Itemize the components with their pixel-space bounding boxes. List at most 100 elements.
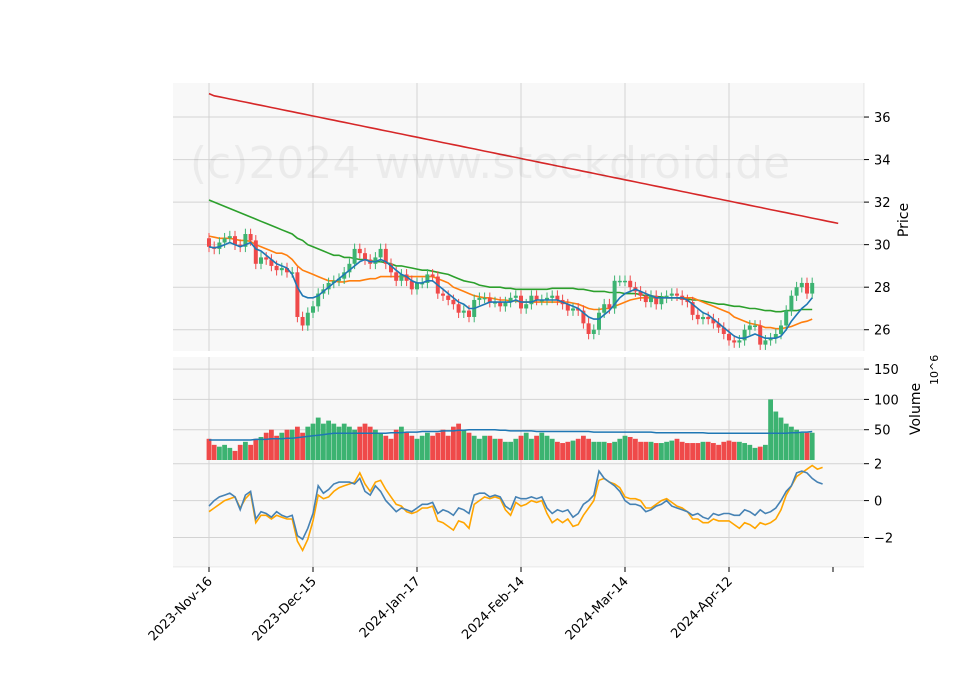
x-tick-label: 2024-Apr-12: [668, 574, 735, 641]
volume-bar: [326, 420, 331, 460]
candle: [758, 325, 763, 345]
volume-bar: [737, 441, 742, 460]
volume-bar: [778, 417, 784, 460]
y-tick-label: 26: [874, 324, 891, 339]
volume-bar: [752, 447, 758, 460]
volume-bar: [419, 435, 425, 460]
candle: [373, 257, 378, 264]
volume-bar: [622, 435, 628, 460]
candle: [451, 299, 456, 305]
volume-bar: [679, 441, 685, 460]
candle: [659, 297, 664, 305]
volume-bar: [534, 435, 539, 460]
candle: [409, 280, 414, 290]
candle: [753, 325, 757, 327]
candle: [586, 323, 591, 334]
candle: [695, 314, 700, 320]
volume-panel: 50 100 150 Volume 10^6: [173, 355, 941, 460]
candle: [508, 297, 513, 303]
candle: [727, 333, 731, 341]
y-tick-label: 100: [874, 393, 899, 408]
candle: [337, 278, 341, 281]
volume-bar: [248, 444, 253, 460]
volume-bar: [742, 443, 747, 460]
candle: [638, 291, 643, 296]
y-tick-label: 2: [874, 458, 882, 473]
candle: [711, 319, 716, 324]
volume-bar: [497, 438, 503, 460]
volume-bar: [685, 443, 690, 460]
volume-bar: [565, 441, 571, 460]
y-tick-label: 30: [874, 239, 891, 254]
candle: [810, 282, 815, 294]
candle: [217, 242, 222, 249]
volume-bar: [799, 432, 805, 460]
candle: [607, 304, 612, 309]
volume-bar: [430, 435, 435, 460]
volume-bar: [466, 432, 472, 460]
volume-bar: [404, 432, 409, 460]
oscillator-signal-line: [208, 464, 823, 553]
candle: [550, 295, 555, 298]
candle: [623, 280, 627, 283]
volume-bar: [295, 426, 300, 460]
volume-bar: [716, 444, 721, 460]
volume-bar: [664, 441, 669, 460]
x-tick-label: 2024-Mar-14: [563, 574, 632, 643]
candle: [628, 280, 633, 288]
x-axis: 2023-Nov-16 2023-Dec-15 2024-Jan-17 2024-Fe…: [146, 566, 864, 644]
volume-bar: [513, 438, 519, 460]
volume-bar: [690, 443, 695, 460]
volume-bar: [596, 441, 602, 460]
candle: [456, 304, 461, 313]
candle: [326, 282, 331, 290]
candle: [357, 248, 362, 254]
candle: [279, 268, 284, 271]
candle: [238, 244, 243, 247]
volume-bar: [253, 438, 259, 460]
volume-bar: [607, 443, 612, 460]
volume-bar: [768, 399, 773, 460]
candle: [612, 280, 617, 309]
volume-bar: [612, 441, 617, 460]
candle: [467, 310, 471, 317]
candle: [555, 295, 560, 300]
volume-bar: [633, 438, 638, 460]
volume-bar: [591, 441, 597, 460]
volume-bar: [674, 438, 680, 460]
volume-bar: [289, 429, 295, 460]
oscillator-main-line: [208, 469, 823, 541]
volume-bar: [560, 443, 565, 460]
candle: [513, 295, 518, 298]
y-tick-label: 34: [874, 154, 891, 169]
volume-bar: [451, 426, 456, 460]
candle: [617, 280, 622, 283]
candle: [389, 263, 393, 273]
volume-bar: [347, 426, 352, 460]
volume-unit-label: 10^6: [928, 355, 941, 385]
volume-bar: [409, 435, 415, 460]
volume-bar: [503, 441, 508, 460]
volume-bar: [222, 444, 227, 460]
volume-bar: [284, 429, 290, 460]
candle: [565, 304, 570, 311]
price-panel: 26 28 30 32 34 36 Price: [173, 83, 912, 351]
candle: [363, 253, 367, 260]
candle: [534, 295, 539, 300]
candle: [747, 325, 752, 330]
volume-bar: [669, 440, 675, 460]
candle: [227, 236, 232, 239]
volume-bar: [570, 440, 576, 460]
candle: [643, 295, 648, 303]
price-panel-bg: [173, 83, 864, 351]
watermark: (c)2024 www.stockdroid.de: [190, 138, 790, 189]
candle: [545, 297, 549, 300]
candle: [602, 304, 607, 313]
candle: [591, 329, 596, 334]
volume-bar: [352, 429, 357, 460]
candle: [737, 340, 742, 343]
candle: [316, 293, 321, 307]
volume-bar: [341, 423, 347, 460]
volume-bar: [653, 443, 659, 460]
price-axis-label: Price: [896, 203, 912, 237]
